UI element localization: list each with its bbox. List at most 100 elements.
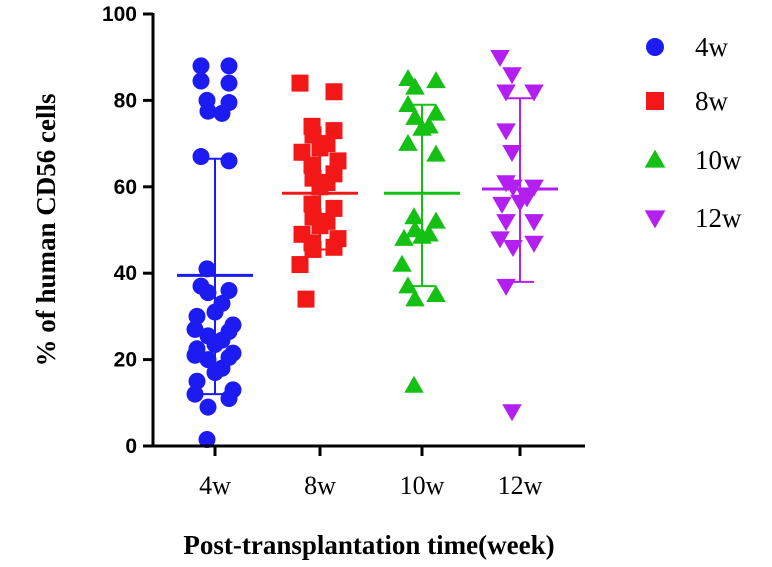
data-point [186, 346, 204, 364]
legend-label-8w: 8w [695, 86, 729, 116]
data-point [496, 84, 516, 102]
series-8w [282, 74, 358, 308]
data-point [206, 303, 224, 321]
data-point [297, 290, 315, 308]
data-point [188, 307, 206, 325]
data-point [186, 385, 204, 403]
data-point [426, 103, 446, 121]
data-point [426, 71, 446, 89]
data-point [311, 217, 329, 235]
data-point [192, 72, 210, 90]
x-axis-categories: 4w 8w 10w 12w [199, 446, 543, 500]
data-point [426, 144, 446, 162]
data-point [392, 254, 412, 272]
legend-marker-8w [646, 92, 664, 110]
legend: 4w 8w 10w 12w [644, 32, 742, 233]
legend-label-10w: 10w [695, 145, 742, 175]
data-point [198, 431, 216, 449]
data-point [492, 196, 512, 214]
y-tick-label: 80 [114, 89, 137, 112]
data-point [412, 226, 432, 244]
data-point [394, 228, 414, 246]
data-point [192, 57, 210, 75]
data-point [311, 178, 329, 196]
data-point [220, 74, 238, 92]
x-tick-label: 12w [498, 471, 543, 500]
data-point [303, 156, 321, 174]
data-point [405, 289, 425, 307]
series-10w [384, 69, 460, 393]
data-point [186, 320, 204, 338]
legend-marker-4w [646, 38, 664, 56]
legend-marker-12w [644, 210, 666, 229]
data-point [329, 152, 347, 170]
data-point [496, 123, 516, 141]
data-point [199, 284, 217, 302]
y-tick-label: 40 [114, 262, 137, 285]
data-point [503, 240, 523, 258]
data-point [325, 83, 343, 101]
x-axis-title: Post-transplantation time(week) [183, 530, 554, 560]
y-tick-label: 60 [114, 176, 137, 199]
data-point [304, 126, 322, 144]
data-point [524, 235, 544, 253]
data-point [325, 238, 343, 256]
data-point [490, 49, 510, 67]
legend-marker-10w [644, 149, 666, 168]
data-point [293, 143, 311, 161]
data-point [199, 102, 217, 120]
x-tick-label: 10w [400, 471, 445, 500]
data-point [496, 278, 516, 296]
data-point [398, 94, 418, 112]
data-point [496, 214, 516, 232]
data-point [502, 145, 522, 163]
data-point [502, 404, 522, 422]
data-point [405, 107, 425, 125]
y-axis-ticks: 0 20 40 60 80 100 [102, 3, 153, 458]
data-point [220, 57, 238, 75]
data-point [325, 122, 343, 140]
data-point [188, 372, 206, 390]
data-point [426, 211, 446, 229]
data-point [198, 260, 216, 278]
data-point [490, 231, 510, 249]
series-4w [177, 57, 253, 449]
x-tick-label: 4w [199, 471, 231, 500]
data-point [398, 276, 418, 294]
series-12w [482, 49, 558, 422]
data-point [398, 133, 418, 151]
data-point [199, 398, 217, 416]
data-point [304, 240, 322, 258]
data-point [199, 351, 217, 369]
y-tick-label: 0 [125, 435, 137, 458]
legend-label-12w: 12w [695, 203, 742, 233]
data-point [213, 104, 231, 122]
data-point [192, 148, 210, 166]
data-point [524, 214, 544, 232]
data-point [524, 84, 544, 102]
data-point [405, 77, 425, 95]
data-point [291, 74, 309, 92]
y-axis-title: % of human CD56 cells [31, 93, 61, 366]
y-tick-label: 100 [102, 3, 137, 26]
data-point [206, 364, 224, 382]
x-tick-label: 8w [304, 471, 336, 500]
data-point [206, 335, 224, 353]
data-point [303, 195, 321, 213]
data-point [426, 285, 446, 303]
legend-label-4w: 4w [695, 32, 729, 62]
plot-area [177, 49, 558, 449]
data-point [404, 375, 424, 393]
data-point [404, 207, 424, 225]
data-point [220, 389, 238, 407]
data-point [220, 281, 238, 299]
data-point [291, 256, 309, 274]
y-tick-label: 20 [114, 349, 137, 372]
data-point [311, 139, 329, 157]
data-point [325, 199, 343, 217]
data-point [510, 194, 530, 212]
axes [151, 13, 585, 448]
data-point [220, 152, 238, 170]
data-point [502, 67, 522, 85]
